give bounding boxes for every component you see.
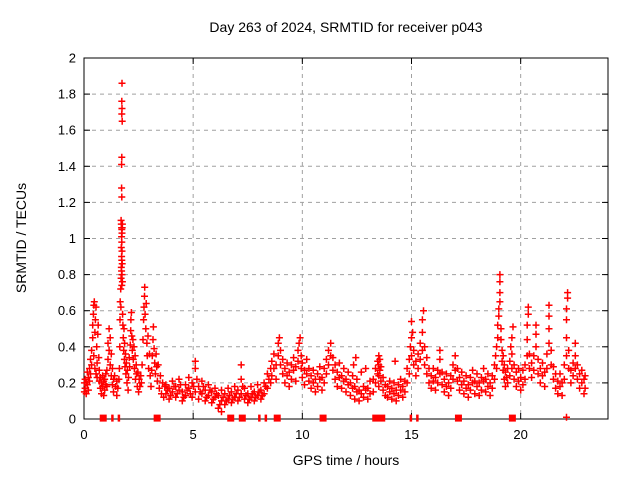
x-axis-label: GPS time / hours [292,452,400,468]
x-tick-label: 15 [404,427,418,442]
grid-lines [84,58,608,419]
y-tick-label: 1 [69,231,76,246]
gap-marker-square [99,414,107,422]
chart-title: Day 263 of 2024, SRMTID for receiver p04… [209,19,483,35]
gap-marker-square [319,414,327,422]
y-axis-label: SRMTID / TECUs [13,182,29,294]
gap-marker-square [508,414,516,422]
y-tick-labels: 0 0.2 0.4 0.6 0.8 1 1.2 1.4 1.6 1.8 2 [58,51,76,427]
x-tick-label: 20 [513,427,527,442]
axis-ticks [83,57,608,420]
y-tick-label: 1.4 [58,159,76,174]
x-tick-label: 0 [80,427,87,442]
x-tick-labels: 0 5 10 15 20 [80,427,528,442]
srmtid-scatter-series [80,79,589,421]
x-tick-label: 10 [295,427,309,442]
gap-marker-square [227,414,235,422]
gap-marker-square [238,414,246,422]
y-tick-label: 0.8 [58,267,76,282]
gap-marker-double [264,414,268,422]
y-tick-label: 1.8 [58,87,76,102]
gap-marker-square [273,414,281,422]
y-tick-label: 1.6 [58,123,76,138]
y-tick-label: 0.6 [58,303,76,318]
gap-marker-double [416,414,419,422]
y-tick-label: 0 [69,412,76,427]
y-tick-label: 1.2 [58,195,76,210]
y-tick-label: 2 [69,51,76,66]
x-tick-label: 5 [190,427,197,442]
gap-marker-square [153,414,161,422]
plot-border [83,57,609,420]
gap-marker-double [258,414,261,422]
gap-marker-series [99,414,516,422]
y-tick-label: 0.2 [58,375,76,390]
gap-marker-double [409,414,413,422]
gap-marker-double [111,414,114,422]
y-tick-label: 0.4 [58,339,76,354]
gap-marker-wide [372,414,386,422]
gap-marker-double [117,414,121,422]
gap-marker-square [454,414,462,422]
